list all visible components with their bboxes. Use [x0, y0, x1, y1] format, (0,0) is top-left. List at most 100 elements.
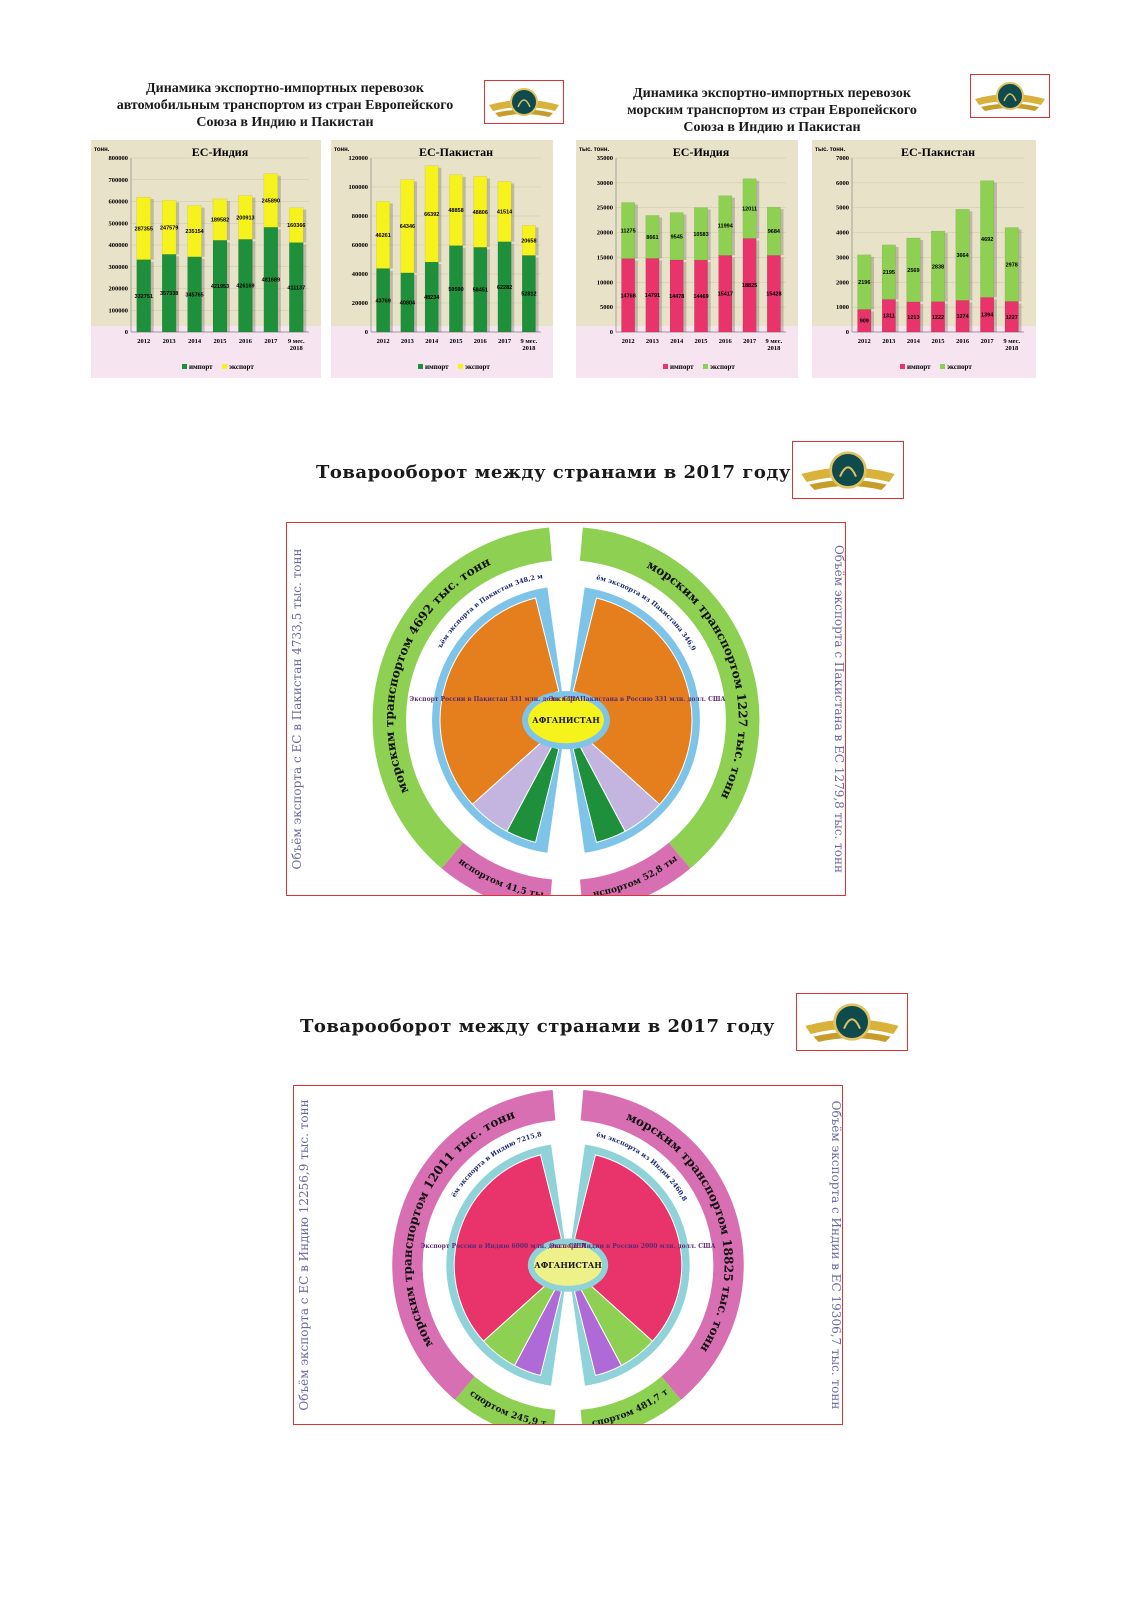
bar-shade [659, 260, 663, 332]
data-label: 1274 [956, 314, 969, 320]
legend-swatch [663, 364, 668, 369]
y-tick-label: 0 [365, 329, 368, 336]
bar-shade [535, 257, 539, 332]
data-label: 15417 [718, 292, 733, 298]
bar-shade [993, 182, 997, 298]
data-label: 235154 [185, 229, 204, 235]
x-tick-label: 9 мес. [1003, 338, 1020, 345]
chart-floor [91, 326, 321, 378]
data-label: 14768 [620, 293, 635, 299]
legend-swatch [222, 364, 227, 369]
y-tick-label: 100000 [349, 184, 369, 191]
data-label: 8661 [646, 235, 658, 241]
bar-shade [731, 197, 735, 256]
bar-export [263, 173, 279, 228]
x-tick-label: 2018 [522, 345, 536, 352]
data-label: 287355 [135, 226, 153, 232]
outer-ring-left-auto [441, 842, 553, 895]
chart-title: ЕС-Индия [192, 145, 249, 159]
y-tick-label: 20000 [597, 230, 613, 237]
header-right-line3: Союза в Индию и Пакистан [683, 120, 861, 135]
y-tick-label: 5000 [836, 205, 849, 212]
bar-shade [150, 261, 154, 332]
data-label: 4692 [981, 237, 993, 243]
chart-ylabel: тонн. [334, 147, 350, 153]
header-left-title: Динамика экспортно-импортных перевозок а… [95, 80, 475, 131]
y-tick-label: 1000 [836, 304, 849, 311]
y-tick-label: 25000 [597, 205, 613, 212]
section-title-india: Товарооборот между странами в 2017 году [300, 1016, 775, 1037]
x-tick-label: 2013 [163, 338, 177, 345]
bar-shade [1018, 303, 1022, 332]
y-tick-label: 0 [125, 329, 128, 336]
x-tick-label: 9 мес. [288, 338, 305, 345]
center-badge [527, 1238, 609, 1292]
side-label-left: Объём экспорта с ЕС в Пакистан 4733,5 ты… [290, 549, 304, 870]
bar-export [955, 209, 970, 301]
x-tick-label: 2015 [214, 338, 228, 345]
bar-shade [707, 209, 711, 261]
y-tick-label: 0 [846, 329, 849, 336]
outer-ring-left-sea [372, 527, 553, 869]
bar-shade [486, 249, 490, 332]
bar-shade [969, 302, 973, 332]
legend-label: импорт [670, 363, 694, 371]
bar-export [497, 181, 512, 242]
bar-shade [871, 311, 875, 332]
data-label: 1227 [1006, 315, 1018, 321]
bar-shade [389, 203, 393, 269]
data-label: 52812 [521, 292, 536, 298]
x-tick-label: 2016 [474, 338, 488, 345]
data-label: 200913 [236, 215, 254, 221]
bar-shade [634, 204, 638, 259]
header-right-line2: морским транспортом из стран Европейског… [627, 103, 917, 118]
outer-ring-right-auto [579, 842, 691, 895]
outer-ring-right-sea [579, 527, 760, 869]
bar-export [718, 195, 733, 256]
bar-shade [895, 246, 899, 300]
legend-label: экспорт [947, 363, 972, 371]
bar-shade [511, 243, 515, 332]
side-label-left: Объём экспорта с ЕС в Индию 12256,9 тыс.… [297, 1099, 311, 1410]
legend-label: импорт [907, 363, 931, 371]
data-label: 64346 [400, 224, 415, 230]
x-tick-label: 2013 [401, 338, 415, 345]
chart-sea-eu-india: ЕС-Индия тыс. тонн. 0 5000 10000 15000 20000 25… [576, 140, 798, 378]
bar-shade [993, 299, 997, 332]
x-tick-label: 2012 [622, 338, 635, 345]
bar-shade [176, 256, 180, 332]
legend-label: импорт [425, 363, 449, 371]
bar-shade [389, 270, 393, 332]
outer-ring-right-auto [580, 1376, 681, 1424]
data-label: 2195 [883, 270, 895, 276]
data-label: 59590 [448, 287, 463, 293]
x-tick-label: 2014 [188, 338, 202, 345]
data-label: 15428 [766, 292, 781, 298]
bar-export [645, 215, 660, 259]
y-tick-label: 600000 [109, 199, 129, 206]
data-label: 10583 [693, 232, 708, 238]
data-label: 1213 [907, 315, 919, 321]
x-tick-label: 2017 [743, 338, 757, 345]
bar-export [669, 212, 684, 261]
data-label: 909 [860, 319, 869, 325]
x-tick-label: 2012 [858, 338, 871, 345]
outer-ring-left-sea [392, 1090, 556, 1400]
y-tick-label: 10000 [597, 279, 613, 286]
bar-export [187, 205, 202, 257]
data-label: 62282 [497, 285, 512, 291]
y-tick-label: 700000 [109, 177, 129, 184]
x-tick-label: 2015 [450, 338, 464, 345]
x-tick-label: 2017 [264, 338, 278, 345]
data-label: 41514 [497, 210, 513, 216]
bar-export [376, 201, 391, 269]
bar-export [881, 244, 896, 300]
data-label: 48858 [448, 208, 463, 214]
data-label: 9684 [768, 229, 781, 235]
data-label: 160366 [287, 223, 305, 229]
data-label: 46261 [375, 233, 390, 239]
outer-ring-right-sea [580, 1090, 744, 1400]
bar-shade [756, 180, 760, 239]
